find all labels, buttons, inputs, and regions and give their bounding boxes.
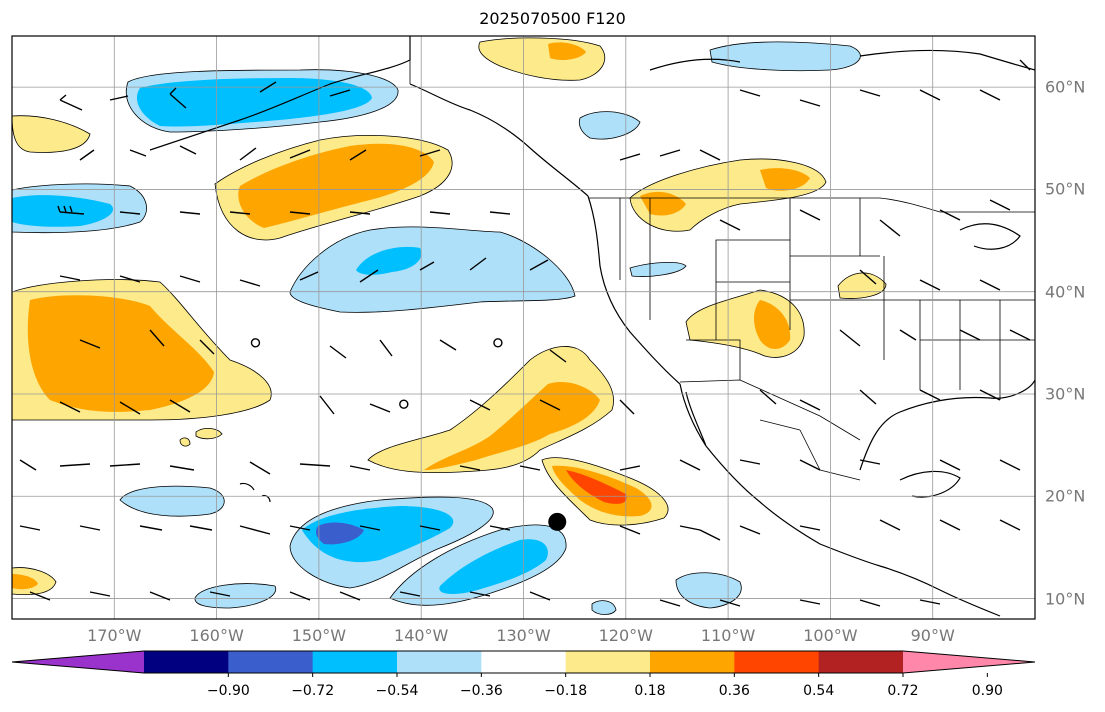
colorbar-segment bbox=[397, 651, 482, 673]
map-frame bbox=[11, 35, 1036, 620]
anomaly-region-north-canada bbox=[709, 41, 861, 72]
latitude-label: 30°N bbox=[1045, 384, 1086, 404]
state-borders bbox=[619, 198, 1035, 400]
calm-wind-marker bbox=[493, 338, 503, 348]
longitude-label: 150°W bbox=[291, 626, 347, 645]
colorbar-segment bbox=[818, 651, 904, 673]
calm-wind-marker bbox=[399, 399, 409, 409]
colorbar-label: −0.54 bbox=[375, 683, 419, 699]
longitude-label: 110°W bbox=[700, 626, 756, 645]
anomaly-region-gulf-of-alaska-core bbox=[356, 246, 422, 275]
colorbar-label: 0.90 bbox=[971, 683, 1003, 699]
border-us-mexico bbox=[679, 379, 861, 441]
calm-markers bbox=[250, 338, 503, 409]
anomaly-region-northwest-core bbox=[12, 195, 114, 227]
coastline-gulf-of-mexico bbox=[859, 379, 1035, 471]
colorbar-extend-low bbox=[12, 651, 144, 673]
coastline-canada-north bbox=[649, 49, 1035, 71]
coastline-alaska-panhandle bbox=[409, 83, 589, 197]
anomaly-region-alaska-south-core bbox=[136, 78, 372, 127]
colorbar-label: −0.72 bbox=[291, 683, 335, 699]
colorbar-extend-high bbox=[903, 651, 1035, 673]
colorbar-label: 0.54 bbox=[803, 683, 835, 699]
anomaly-region-pacific-northeast-core bbox=[548, 42, 586, 60]
anomaly-region-mexico-coast bbox=[591, 600, 617, 615]
coastline-baja bbox=[679, 383, 707, 447]
colorbar-label: −0.36 bbox=[459, 683, 503, 699]
negative-anomaly-fields bbox=[12, 41, 861, 615]
anomaly-region-small-1 bbox=[195, 428, 223, 440]
filled-circle-icon bbox=[548, 512, 567, 531]
colorbar-segment bbox=[481, 651, 567, 673]
map-title: 2025070500 F120 bbox=[479, 9, 626, 28]
anomaly-region-gulf-of-alaska bbox=[289, 226, 576, 313]
anomaly-region-subtropical-band bbox=[367, 346, 614, 474]
colorbar-label: 0.36 bbox=[718, 683, 750, 699]
anomaly-region-hawaii-west bbox=[119, 485, 225, 517]
coastline-great-lakes bbox=[959, 223, 1021, 250]
anomaly-region-baja-southwest-peak bbox=[566, 470, 627, 504]
anomaly-region-south-pacific bbox=[194, 583, 277, 609]
longitude-label: 140°W bbox=[394, 626, 449, 645]
latitude-label: 50°N bbox=[1045, 179, 1086, 199]
colorbar-outline bbox=[11, 650, 1036, 674]
anomaly-region-tropical-east-peak bbox=[316, 522, 364, 545]
anomaly-region-central-pacific-core bbox=[27, 295, 214, 412]
longitude-label: 170°W bbox=[87, 626, 142, 645]
longitude-label: 100°W bbox=[803, 626, 858, 645]
calm-wind-marker bbox=[250, 338, 261, 348]
coastline-mexico-west bbox=[705, 445, 881, 567]
colorbar-segment bbox=[565, 651, 651, 673]
colorbar-segment bbox=[650, 651, 735, 673]
latitude-label: 20°N bbox=[1045, 486, 1086, 506]
anomaly-region-great-basin bbox=[629, 262, 687, 277]
coastline-central-america bbox=[879, 565, 1001, 617]
anomaly-region-tropical-east-core bbox=[302, 506, 454, 563]
anomaly-region-tropical-south-core bbox=[439, 539, 548, 594]
colorbar bbox=[11, 650, 1036, 677]
anomaly-region-west-edge-north bbox=[12, 115, 91, 153]
colorbar-label: 0.72 bbox=[887, 683, 919, 699]
longitude-label: 130°W bbox=[496, 626, 551, 645]
map-gridlines bbox=[12, 36, 1035, 619]
political-borders bbox=[409, 36, 1035, 481]
coastline-alaska bbox=[149, 36, 411, 151]
wind-barbs bbox=[19, 59, 1031, 607]
colorbar-segment bbox=[734, 651, 820, 673]
colorbar-segment bbox=[228, 651, 314, 673]
longitude-label: 120°W bbox=[598, 626, 653, 645]
longitude-label: 160°W bbox=[189, 626, 244, 645]
anomaly-region-small-2 bbox=[179, 437, 191, 447]
colorbar-label: −0.90 bbox=[206, 683, 250, 699]
mexico-state-borders bbox=[759, 419, 861, 481]
colorbar-segment bbox=[144, 651, 229, 673]
anomaly-region-canada-core bbox=[760, 168, 810, 191]
anomaly-region-bc bbox=[578, 111, 641, 140]
anomaly-region-west-edge-south-core bbox=[12, 574, 38, 590]
colorbar-label: 0.18 bbox=[634, 683, 666, 699]
anomaly-region-southwest-corner bbox=[675, 572, 742, 609]
coastline-hawaii bbox=[239, 482, 271, 503]
colorbar-label: −0.18 bbox=[544, 683, 588, 699]
border-us-canada bbox=[588, 197, 1035, 213]
map-panel bbox=[12, 36, 1035, 619]
colorbar-segment bbox=[312, 651, 398, 673]
anomaly-region-southwest-us-core bbox=[754, 300, 791, 349]
anomaly-region-north-pacific-core bbox=[238, 143, 434, 228]
longitude-label: 90°W bbox=[910, 626, 955, 645]
coastline-us-west bbox=[587, 195, 681, 385]
latitude-label: 10°N bbox=[1045, 589, 1086, 609]
anomaly-region-subtropical-band-core bbox=[424, 381, 600, 470]
positive-anomaly-fields bbox=[12, 37, 887, 596]
latitude-label: 40°N bbox=[1045, 282, 1086, 302]
latitude-label: 60°N bbox=[1045, 77, 1086, 97]
coastlines bbox=[149, 36, 1035, 617]
